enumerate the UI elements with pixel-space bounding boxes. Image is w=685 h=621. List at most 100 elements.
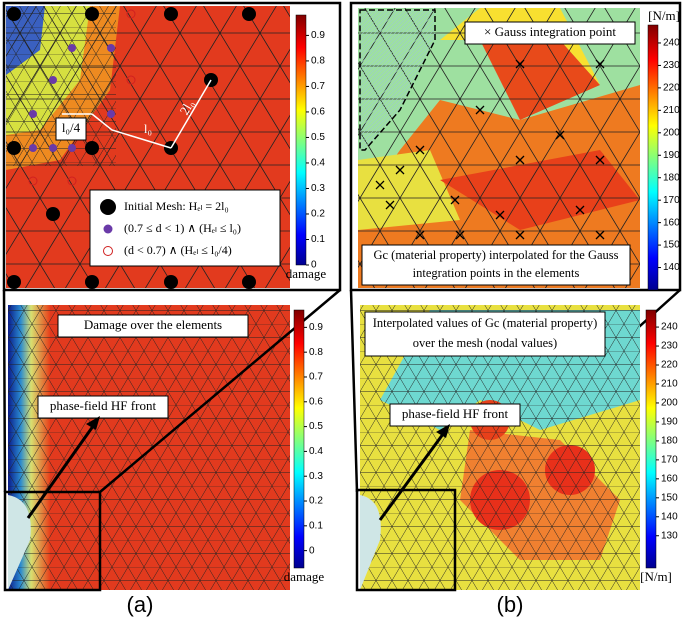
crack <box>359 9 436 151</box>
colorbar-tick-label: 220 <box>663 83 680 94</box>
colorbar-tick-label: 130 <box>661 530 678 541</box>
zoom-box <box>3 490 102 592</box>
title-box <box>57 314 249 338</box>
colorbar-tick-label: 180 <box>661 436 678 447</box>
colorbar-tick-label: 140 <box>663 262 680 273</box>
colorbar-tick-label: 200 <box>661 398 678 409</box>
colorbar-tick-label: 0 <box>311 260 317 271</box>
colorbar-tick-label: 0.3 <box>309 471 323 482</box>
panel-title: Interpolated values of Gc (material prop… <box>372 316 598 350</box>
mesh-lines <box>8 305 290 590</box>
colorbar-tick-label: 200 <box>663 127 680 138</box>
caption-wrap: Gc (material property) interpolated for … <box>373 248 619 280</box>
arrow-head <box>86 416 100 430</box>
crack <box>8 495 31 590</box>
gauss-point <box>555 130 565 140</box>
colorbar-tick-label: 170 <box>663 195 680 206</box>
colorbar <box>645 309 657 569</box>
legend-label: × Gauss integration point <box>484 24 616 39</box>
colorbar-tick-label: 0.6 <box>311 107 325 118</box>
colorbar-tick-label: 0.2 <box>311 209 325 220</box>
gauss-point <box>495 210 505 220</box>
colorbar-tick-label: 0.4 <box>309 446 323 457</box>
colorbar-tick-label: 0.7 <box>311 81 325 92</box>
legend-marker <box>103 224 113 234</box>
label-box <box>389 403 521 427</box>
gauss-point <box>515 59 525 69</box>
colorbar-tick-label: 0.7 <box>309 372 323 383</box>
legend-label: (0.7 ≤ d < 1) ∧ (Hₑₗ ≤ l₀) <box>124 221 241 235</box>
colorbar-tick-label: 180 <box>663 172 680 183</box>
caption: Gc (material property) interpolated for … <box>373 248 619 280</box>
initial-nodes <box>7 7 256 289</box>
annotation: 2l₀ <box>177 97 197 117</box>
colorbar-tick-label: 240 <box>663 38 680 49</box>
colorbar-tick-label: 170 <box>661 455 678 466</box>
arrow-head <box>436 424 450 438</box>
gauss-point <box>385 200 395 210</box>
annotation-box <box>55 117 87 141</box>
panel-b-top: × Gauss integration point Gc (material p… <box>358 8 640 288</box>
arrow-label: phase-field HF front <box>50 398 157 413</box>
colorbar-tick-label: 0.6 <box>309 396 323 407</box>
colorbar-tick-label: 0.9 <box>311 30 325 41</box>
arrow <box>378 429 448 521</box>
arrow-label: phase-field HF front <box>402 406 509 421</box>
gauss-point <box>455 230 465 240</box>
refined-nodes <box>29 44 115 152</box>
caption-box <box>361 244 631 286</box>
colorbar-tick-label: 210 <box>661 379 678 390</box>
crack <box>360 495 381 590</box>
colorbar-tick-label: 0.1 <box>311 234 325 245</box>
colorbar-label: damage <box>284 569 325 584</box>
colorbar-tick-label: 210 <box>663 105 680 116</box>
colorbar-tick-label: 0.1 <box>309 520 323 531</box>
panel-label: (a) <box>127 592 154 617</box>
colorbar-tick-label: 0.5 <box>309 421 323 432</box>
colorbar-tick-label: 190 <box>661 417 678 428</box>
title-wrap: Interpolated values of Gc (material prop… <box>372 316 598 350</box>
annotation: l₀/4 <box>62 120 81 135</box>
gauss-point <box>595 230 605 240</box>
colorbar <box>647 24 659 291</box>
colorbar-tick-label: 140 <box>661 511 678 522</box>
legend-label: (d < 0.7) ∧ (Hₑₗ ≤ l₀/4) <box>124 243 232 257</box>
colorbar-label: [N/m] <box>648 8 680 23</box>
arrow <box>26 421 98 519</box>
legend-marker <box>103 246 113 256</box>
gauss-point <box>475 105 485 115</box>
legend-label: Initial Mesh: Hₑₗ = 2l₀ <box>124 199 229 213</box>
colorbar-tick-label: 0 <box>309 545 315 556</box>
colorbar <box>293 309 305 569</box>
fine-nodes <box>28 9 136 186</box>
colorbar-tick-label: 0.8 <box>309 347 323 358</box>
colorbar-tick-label: 0.3 <box>311 183 325 194</box>
label-box <box>37 395 169 419</box>
colorbar-label: damage <box>286 266 327 281</box>
colorbar <box>295 14 307 266</box>
colorbar-tick-label: 150 <box>661 492 678 503</box>
colorbar-tick-label: 190 <box>663 150 680 161</box>
colorbar-tick-label: 160 <box>663 217 680 228</box>
gauss-point <box>515 230 525 240</box>
gauss-point <box>595 155 605 165</box>
legend <box>89 189 281 267</box>
colorbar-tick-label: 160 <box>661 473 678 484</box>
colorbar-tick-label: 0.8 <box>311 56 325 67</box>
panel-a-bottom: Damage over the elements phase-field HF … <box>3 305 290 592</box>
gauss-point <box>375 180 385 190</box>
dimension-arrows <box>62 79 212 149</box>
zoom-box <box>355 488 457 592</box>
colorbar-tick-label: 0.2 <box>309 496 323 507</box>
colorbar-tick-label: 220 <box>661 360 678 371</box>
colorbar-label: [N/m] <box>640 569 672 584</box>
gauss-point <box>450 195 460 205</box>
title-box <box>364 311 606 357</box>
colorbar-tick-label: 240 <box>661 322 678 333</box>
colorbar-tick-label: 150 <box>663 240 680 251</box>
gauss-point <box>515 155 525 165</box>
legend-marker <box>100 199 116 215</box>
panel-label: (b) <box>497 592 524 617</box>
legend <box>464 21 636 45</box>
gauss-point <box>395 165 405 175</box>
